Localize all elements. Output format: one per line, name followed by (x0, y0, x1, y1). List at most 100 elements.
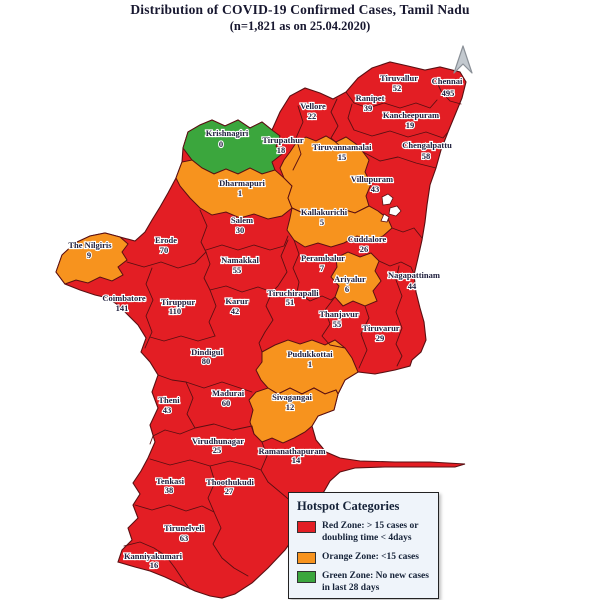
svg-text:Erode: Erode (155, 235, 177, 245)
border-erode-tiruppur (126, 251, 207, 269)
svg-text:18: 18 (277, 145, 286, 155)
svg-text:12: 12 (286, 402, 295, 412)
district-shape-ariyalur (330, 251, 382, 307)
svg-text:Ariyalur: Ariyalur (334, 274, 366, 284)
border-theni-dindigul (157, 374, 187, 383)
svg-text:22: 22 (308, 111, 317, 121)
svg-text:51: 51 (286, 297, 295, 307)
svg-text:44: 44 (408, 281, 417, 291)
green-zone-swatch (297, 570, 316, 583)
svg-text:6: 6 (345, 284, 349, 294)
border-vellore-ranipet (330, 98, 341, 147)
enclave-blob (381, 193, 394, 206)
svg-text:16: 16 (150, 560, 159, 570)
district-label-chennai: Chennai 495 (431, 75, 465, 99)
border-nagapattinam-west (395, 265, 403, 367)
district-shape-dharmapuri (175, 159, 293, 220)
svg-text:58: 58 (422, 151, 431, 161)
svg-text:15: 15 (338, 152, 347, 162)
district-shape-the-nilgiris (55, 232, 129, 285)
border-tenkasi-tirunelveli (134, 504, 215, 513)
svg-text:27: 27 (225, 486, 234, 496)
border-salem-erode (199, 209, 208, 253)
svg-text:Nagapattinam: Nagapattinam (388, 270, 440, 280)
svg-text:7: 7 (320, 263, 325, 273)
svg-text:Tirunelveli: Tirunelveli (164, 523, 205, 533)
border-theni-madurai (185, 381, 196, 429)
border-namakkal-tiruchirapalli (271, 239, 289, 293)
red-zone-swatch (297, 521, 316, 533)
svg-text:The Nilgiris: The Nilgiris (68, 240, 112, 250)
svg-text:Salem: Salem (231, 215, 253, 225)
svg-text:26: 26 (360, 244, 369, 254)
svg-text:Ranipet: Ranipet (356, 93, 385, 103)
svg-text:Tiruchirapalli: Tiruchirapalli (267, 288, 319, 298)
svg-text:Tirupathur: Tirupathur (262, 135, 304, 145)
svg-text:Virudhunagar: Virudhunagar (192, 436, 244, 446)
svg-text:110: 110 (169, 306, 181, 316)
border-villupuram-cuddalore (391, 227, 423, 239)
svg-text:14: 14 (292, 455, 301, 465)
svg-text:55: 55 (233, 265, 242, 275)
svg-text:Chengalpattu: Chengalpattu (402, 140, 452, 150)
map-header: Distribution of COVID-19 Confirmed Cases… (0, 2, 600, 34)
svg-text:5: 5 (320, 217, 324, 227)
border-madurai-virudhunagar (194, 423, 255, 435)
svg-text:Tiruvallur: Tiruvallur (380, 73, 418, 83)
border-dindigul-north (149, 335, 216, 342)
svg-text:1: 1 (238, 188, 242, 198)
border-cuddalore-south (378, 260, 415, 275)
border-chennai (434, 77, 462, 105)
border-erode-namakkal (203, 251, 211, 291)
svg-text:39: 39 (364, 103, 373, 113)
orange-zone-label: Orange Zone: <15 cases (322, 551, 419, 562)
border-theni-virudhunagar (149, 427, 196, 445)
svg-text:38: 38 (165, 485, 174, 495)
border-perambalur (292, 239, 336, 302)
district-shape-sivagangai (248, 387, 339, 444)
border-tirunelveli-kanniyakumari (123, 541, 191, 590)
svg-text:0: 0 (219, 139, 223, 149)
svg-text:Chennai: Chennai (432, 76, 463, 86)
svg-text:141: 141 (116, 303, 129, 313)
map-title: Distribution of COVID-19 Confirmed Cases… (130, 2, 470, 17)
legend-item-red-zone: Red Zone: > 15 cases or doubling time < … (297, 520, 430, 545)
north-arrow-icon (453, 45, 473, 74)
svg-text:Kancheepuram: Kancheepuram (383, 110, 439, 120)
border-salem-namakkal (205, 235, 289, 251)
enclave-blob (388, 205, 402, 217)
svg-text:43: 43 (371, 184, 380, 194)
svg-text:29: 29 (376, 333, 385, 343)
svg-text:19: 19 (406, 120, 415, 130)
border-tiruchirapalli-thanjavur (321, 296, 346, 349)
border-kancheepuram-chengalpattu (347, 103, 449, 139)
border-virudhunagar-ramanathapuram (260, 441, 269, 483)
svg-text:Tenkasi: Tenkasi (156, 476, 185, 486)
svg-text:Kanniyakumari: Kanniyakumari (124, 551, 183, 561)
svg-text:52: 52 (393, 83, 402, 93)
svg-text:30: 30 (236, 225, 245, 235)
district-shape-kallakurichi (286, 205, 393, 248)
svg-text:Thanjavur: Thanjavur (319, 309, 358, 319)
border-karur-tiruchirapalli (264, 291, 274, 333)
legend-box: Hotspot Categories Red Zone: > 15 cases … (288, 492, 439, 599)
